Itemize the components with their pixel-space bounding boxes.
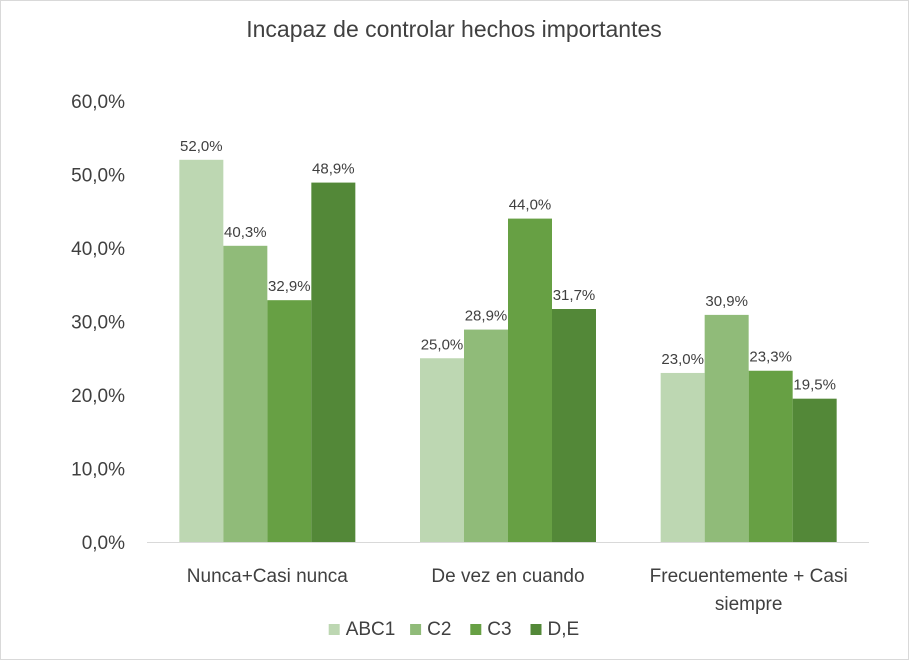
y-tick-label: 0,0%: [82, 533, 125, 554]
bar: [267, 300, 312, 542]
data-label: 19,5%: [793, 377, 836, 394]
data-label: 25,0%: [421, 336, 464, 353]
data-label: 23,0%: [661, 351, 704, 368]
legend-swatch: [410, 624, 422, 635]
bar: [660, 372, 705, 542]
y-tick-label: 50,0%: [71, 166, 125, 187]
bar: [704, 314, 749, 542]
legend: ABC1 C2 C3 D,E: [328, 619, 580, 640]
y-tick-label: 60,0%: [71, 92, 125, 113]
bar: [792, 398, 837, 542]
data-label: 52,0%: [180, 138, 223, 155]
legend-label: C2: [427, 619, 451, 640]
bar: [464, 329, 508, 542]
legend-label: C3: [487, 619, 511, 640]
data-label: 40,3%: [224, 224, 267, 241]
x-axis: Nunca+Casi nunca De vez en cuando Frecuent…: [147, 542, 869, 615]
data-label: 31,7%: [553, 287, 596, 304]
data-label: 32,9%: [268, 278, 311, 295]
data-label: 23,3%: [749, 349, 792, 366]
legend-swatch: [328, 624, 340, 635]
bar: [508, 218, 552, 542]
data-label: 48,9%: [312, 161, 355, 178]
bar: [552, 309, 596, 542]
bar: [420, 358, 464, 542]
x-tick-label: Nunca+Casi nunca: [187, 566, 349, 587]
y-tick-label: 30,0%: [71, 313, 125, 334]
y-tick-label: 40,0%: [71, 239, 125, 260]
x-tick-label: De vez en cuando: [431, 566, 584, 587]
y-tick-label: 20,0%: [71, 386, 125, 407]
legend-label: D,E: [548, 619, 580, 640]
bars-group: [179, 159, 837, 543]
legend-label: ABC1: [346, 619, 396, 640]
chart-title: Incapaz de controlar hechos importantes: [246, 16, 662, 42]
data-label: 44,0%: [509, 197, 552, 214]
bar: [223, 245, 268, 543]
bar: [748, 370, 793, 542]
data-labels-group: 52,0% 40,3% 32,9% 48,9% 25,0%28,9% 44,0% 31,7%…: [180, 138, 836, 394]
legend-swatch: [530, 624, 542, 635]
x-tick-label: Frecuentemente + Casi siempre: [650, 566, 848, 615]
bar: [179, 159, 224, 543]
legend-swatch: [470, 624, 482, 635]
data-label: 28,9%: [465, 308, 508, 325]
bar: [311, 182, 356, 542]
y-axis: 0,0% 10,0% 20,0% 30,0% 40,0% 50,0% 60,0%: [71, 92, 125, 554]
y-tick-label: 10,0%: [71, 460, 125, 481]
data-label: 30,9%: [705, 293, 748, 310]
